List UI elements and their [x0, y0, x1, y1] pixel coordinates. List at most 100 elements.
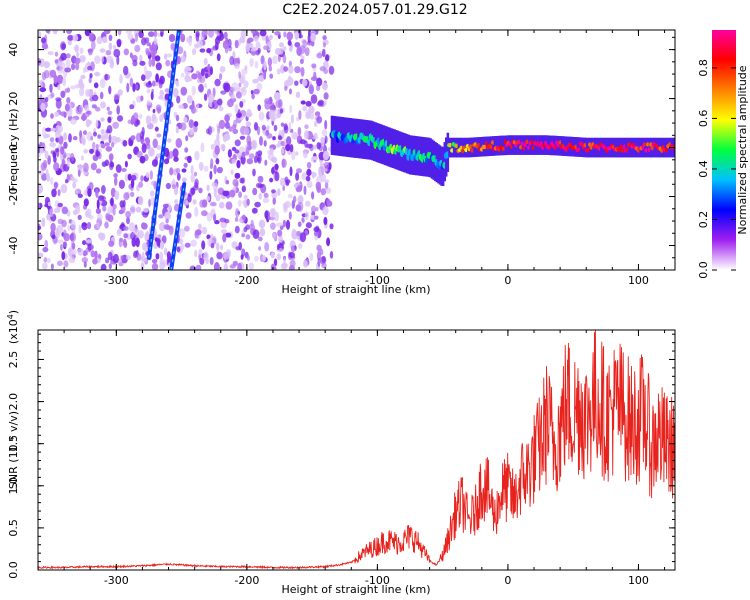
noise-cell [250, 50, 257, 56]
noise-cell [223, 263, 229, 270]
noise-cell [206, 184, 210, 192]
noise-cell [83, 149, 88, 154]
noise-cell [238, 241, 242, 251]
noise-cell [136, 119, 141, 126]
noise-cell [303, 130, 309, 140]
noise-cell [191, 85, 196, 96]
noise-cell [104, 73, 108, 81]
spectrogram-ytick-label: -20 [7, 188, 20, 206]
noise-cell [129, 104, 135, 110]
noise-cell [251, 46, 257, 52]
noise-cell [311, 171, 315, 179]
noise-cell [236, 160, 241, 169]
noise-cell [153, 30, 158, 38]
noise-cell [81, 257, 89, 263]
noise-cell [199, 257, 205, 265]
noise-cell [125, 73, 131, 79]
noise-cell [96, 199, 100, 210]
band-halo [471, 137, 475, 158]
noise-cell [151, 116, 158, 124]
noise-cell [258, 74, 265, 83]
noise-cell [210, 242, 215, 249]
noise-cell [257, 150, 263, 157]
noise-cell [264, 241, 270, 252]
noise-cell [109, 198, 113, 205]
noise-cell [63, 141, 68, 149]
noise-cell [323, 216, 328, 226]
noise-cell [44, 97, 49, 103]
noise-cell [145, 115, 152, 125]
noise-cell [209, 257, 214, 265]
noise-cell [127, 153, 132, 160]
noise-cell [39, 81, 43, 88]
noise-cell [68, 133, 72, 143]
noise-cell [49, 142, 56, 148]
noise-cell [322, 150, 330, 161]
snr-ylabel: SNR (10 * v/v) [7, 411, 20, 489]
noise-cell [216, 35, 222, 41]
noise-cell [100, 263, 107, 270]
noise-cell [67, 224, 71, 232]
noise-cell [123, 192, 130, 201]
noise-cell [237, 199, 242, 207]
band-halo [503, 135, 506, 156]
noise-cell [213, 213, 217, 222]
colorbar-tick-label: 0.6 [697, 110, 710, 128]
noise-cell [259, 30, 267, 37]
noise-cell [136, 228, 140, 239]
noise-cell [241, 68, 248, 75]
noise-cell [54, 111, 59, 117]
noise-cell [59, 61, 66, 71]
noise-cell [201, 240, 206, 250]
noise-cell [74, 57, 81, 65]
noise-cell [60, 111, 67, 117]
noise-cell [175, 126, 179, 134]
noise-cell [145, 172, 150, 179]
noise-cell [83, 162, 89, 173]
noise-cell [80, 134, 86, 145]
noise-cell [97, 232, 104, 239]
noise-cell [108, 263, 112, 270]
noise-cell [278, 47, 284, 55]
noise-cell [119, 200, 125, 208]
noise-cell [299, 232, 307, 243]
noise-cell [96, 36, 103, 45]
noise-cell [97, 195, 105, 201]
noise-cell [110, 207, 114, 214]
noise-cell [83, 198, 89, 207]
noise-cell [313, 144, 317, 150]
noise-cell [137, 196, 144, 206]
noise-cell [87, 243, 94, 251]
noise-cell [223, 31, 228, 40]
noise-cell [306, 143, 313, 149]
noise-cell [291, 150, 296, 161]
noise-cell [41, 42, 49, 50]
noise-cell [224, 219, 230, 224]
noise-cell [80, 155, 84, 161]
noise-cell [38, 252, 44, 258]
noise-cell [305, 100, 312, 107]
noise-cell [280, 64, 286, 74]
noise-cell [41, 262, 48, 270]
noise-cell [239, 177, 245, 184]
noise-cell [54, 59, 59, 64]
noise-cell [46, 257, 51, 264]
noise-cell [49, 208, 54, 218]
noise-cell [106, 55, 114, 64]
noise-cell [126, 82, 130, 93]
noise-cell [124, 173, 129, 182]
noise-cell [38, 225, 42, 230]
noise-cell [88, 32, 95, 42]
noise-cell [255, 182, 263, 189]
noise-cell [57, 84, 61, 91]
noise-cell [199, 48, 206, 53]
noise-cell [180, 243, 185, 251]
noise-cell [294, 42, 301, 48]
snr-axes: -300 -200 -100 0 100 0.0 0.5 1.0 1.5 2.0 2.5 [7, 330, 675, 587]
noise-cell [94, 250, 98, 260]
noise-cell [192, 199, 197, 205]
noise-cell [176, 56, 181, 65]
noise-cell [152, 138, 158, 149]
noise-cell [237, 262, 242, 270]
noise-cell [281, 158, 285, 169]
